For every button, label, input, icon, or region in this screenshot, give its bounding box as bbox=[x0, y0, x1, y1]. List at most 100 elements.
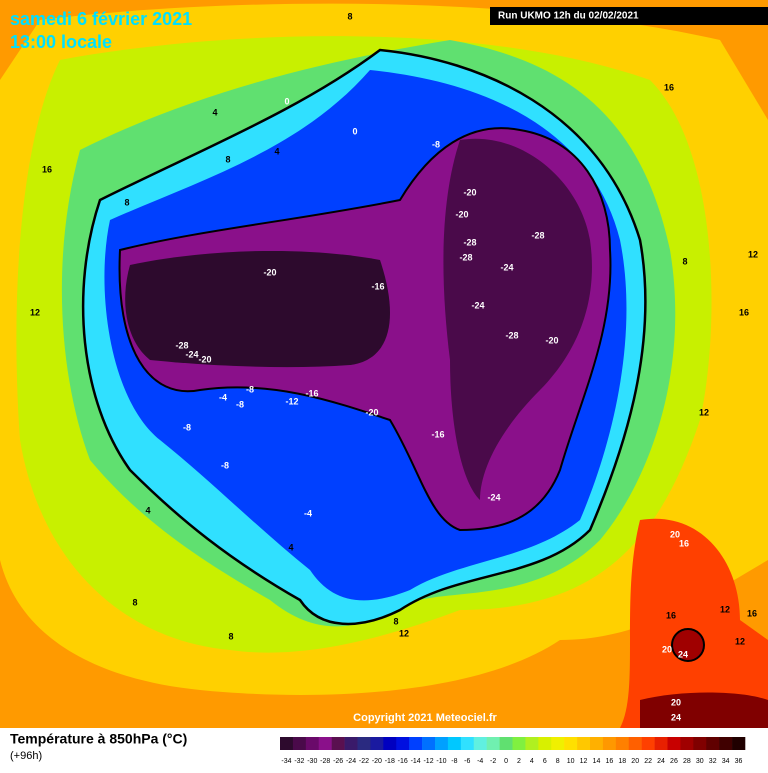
legend-swatch bbox=[641, 737, 655, 750]
legend-tick-label: 4 bbox=[530, 758, 534, 765]
legend-tick-label: 28 bbox=[683, 758, 691, 765]
variable-label: Température à 850hPa (°C) bbox=[10, 731, 187, 747]
contour-label: 4 bbox=[288, 542, 293, 552]
contour-label: -24 bbox=[500, 262, 513, 272]
contour-label: 20 bbox=[662, 644, 672, 654]
legend-swatch bbox=[305, 737, 320, 750]
legend-swatch bbox=[473, 737, 487, 750]
legend-tick-label: -20 bbox=[372, 758, 382, 765]
legend-tick-label: -34 bbox=[281, 758, 291, 765]
contour-label: -4 bbox=[219, 392, 227, 402]
legend-tick-label: -14 bbox=[411, 758, 421, 765]
contour-label: -4 bbox=[304, 508, 312, 518]
lead-time: (+96h) bbox=[10, 750, 42, 762]
contour-label: -20 bbox=[455, 209, 468, 219]
contour-label: -8 bbox=[236, 399, 244, 409]
contour-label: -8 bbox=[183, 422, 191, 432]
map bbox=[0, 0, 768, 728]
contour-label: 12 bbox=[399, 628, 409, 638]
legend-swatch bbox=[499, 737, 513, 750]
legend-swatch bbox=[318, 737, 332, 750]
contour-label: 4 bbox=[212, 107, 217, 117]
legend-tick-label: 24 bbox=[657, 758, 665, 765]
contour-label: 8 bbox=[682, 256, 687, 266]
contour-label: 8 bbox=[228, 631, 233, 641]
contour-label: 24 bbox=[671, 712, 681, 722]
contour-label: 12 bbox=[735, 636, 745, 646]
legend-swatch bbox=[383, 737, 397, 750]
legend-tick-label: 8 bbox=[556, 758, 560, 765]
legend-swatch bbox=[551, 737, 565, 750]
contour-label: 8 bbox=[225, 154, 230, 164]
contour-label: 16 bbox=[664, 82, 674, 92]
legend-tick-label: 14 bbox=[593, 758, 601, 765]
legend-tick-label: -26 bbox=[333, 758, 343, 765]
legend-tick-label: -18 bbox=[385, 758, 395, 765]
legend-tick-label: 12 bbox=[580, 758, 588, 765]
contour-label: 8 bbox=[132, 597, 137, 607]
legend-tick-label: 22 bbox=[644, 758, 652, 765]
legend-swatch bbox=[435, 737, 449, 750]
contour-label: -8 bbox=[246, 384, 254, 394]
legend-tick-label: 26 bbox=[670, 758, 678, 765]
legend-swatch bbox=[732, 737, 746, 750]
legend-tick-label: -6 bbox=[464, 758, 470, 765]
contour-label: -8 bbox=[221, 460, 229, 470]
contour-label: -12 bbox=[285, 396, 298, 406]
contour-label: 12 bbox=[30, 307, 40, 317]
color-legend: -34 -32 -30 -28 -26 -24 -22 -20 -18 -16 -14 -12 -10-… bbox=[280, 737, 746, 765]
legend-tick-label: -24 bbox=[346, 758, 356, 765]
legend-swatch bbox=[422, 737, 436, 750]
contour-label: -24 bbox=[185, 349, 198, 359]
contour-label: 8 bbox=[124, 197, 129, 207]
contour-label: -28 bbox=[175, 340, 188, 350]
legend-tick-label: -22 bbox=[359, 758, 369, 765]
legend-swatch bbox=[719, 737, 733, 750]
legend-swatch bbox=[370, 737, 384, 750]
legend-tick-label: -16 bbox=[398, 758, 408, 765]
copyright: Copyright 2021 Meteociel.fr bbox=[353, 712, 497, 724]
contour-label: 16 bbox=[739, 307, 749, 317]
legend-tick-label: -4 bbox=[477, 758, 483, 765]
legend-swatch bbox=[344, 737, 358, 750]
legend-tick-label: -2 bbox=[490, 758, 496, 765]
legend-tick-label: 0 bbox=[504, 758, 508, 765]
contour-label: -28 bbox=[463, 237, 476, 247]
contour-label: -16 bbox=[431, 429, 444, 439]
legend-tick-label: 32 bbox=[709, 758, 717, 765]
legend-swatch bbox=[577, 737, 591, 750]
legend-tick-label: 30 bbox=[696, 758, 704, 765]
legend-tick-label: 34 bbox=[722, 758, 730, 765]
contour-label: 12 bbox=[699, 407, 709, 417]
legend-swatch bbox=[667, 737, 681, 750]
contour-labels: -20 -20 -20 -28 -28 -28 -24 -24 -28 -20 … bbox=[30, 11, 758, 722]
legend-tick-label: 10 bbox=[567, 758, 575, 765]
legend-swatch bbox=[486, 737, 500, 750]
legend-tick-label: 18 bbox=[618, 758, 626, 765]
legend-swatch bbox=[602, 737, 617, 750]
legend-swatch bbox=[590, 737, 604, 750]
contour-label: -20 bbox=[365, 407, 378, 417]
legend-swatch bbox=[654, 737, 668, 750]
contour-label: -20 bbox=[545, 335, 558, 345]
legend-tick-label: -30 bbox=[307, 758, 317, 765]
legend-swatch bbox=[693, 737, 707, 750]
contour-label: -28 bbox=[459, 252, 472, 262]
legend-tick-label: -32 bbox=[294, 758, 304, 765]
contour-label: 4 bbox=[274, 146, 279, 156]
contour-label: 12 bbox=[720, 604, 730, 614]
contour-label: -16 bbox=[371, 281, 384, 291]
contour-label: 8 bbox=[347, 11, 352, 21]
legend-swatch bbox=[357, 737, 371, 750]
contour-label: -20 bbox=[463, 187, 476, 197]
contour-label: 16 bbox=[42, 164, 52, 174]
legend-tick-label: 6 bbox=[543, 758, 547, 765]
legend-swatch bbox=[396, 737, 410, 750]
contour-label: 16 bbox=[747, 608, 757, 618]
contour-label: 16 bbox=[679, 538, 689, 548]
legend-swatch bbox=[331, 737, 345, 750]
run-info: Run UKMO 12h du 02/02/2021 bbox=[498, 11, 639, 22]
run-box bbox=[490, 7, 768, 25]
legend-swatch bbox=[538, 737, 552, 750]
